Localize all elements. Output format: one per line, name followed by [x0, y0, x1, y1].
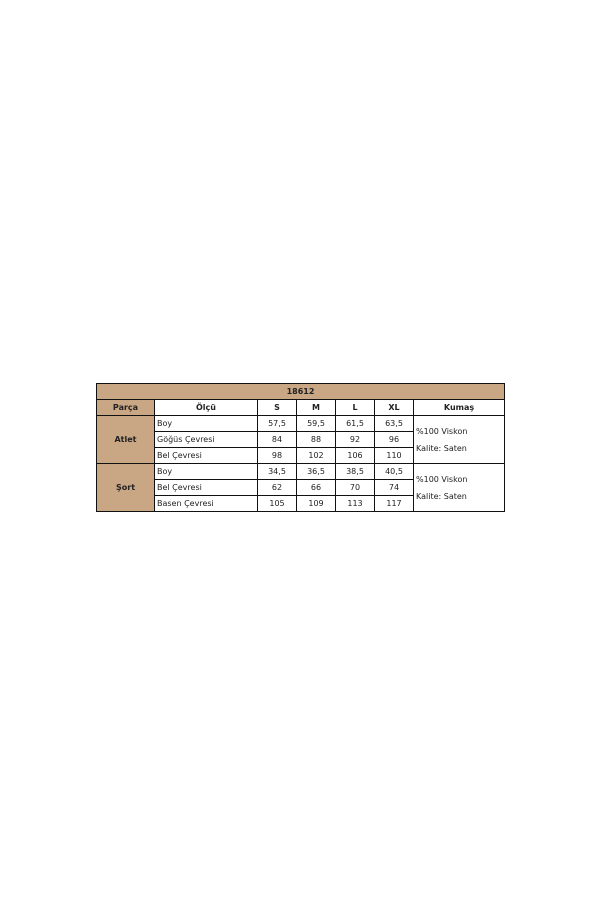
part-name: Şort [96, 463, 155, 512]
size-value: 40,5 [374, 463, 414, 480]
size-value: 96 [374, 431, 414, 448]
header-size-s: S [257, 399, 297, 416]
header-size-l: L [335, 399, 375, 416]
size-value: 110 [374, 447, 414, 464]
size-value: 70 [335, 479, 375, 496]
measure-label: Bel Çevresi [154, 479, 258, 496]
fabric-material: %100 Viskon [416, 426, 468, 436]
size-value: 34,5 [257, 463, 297, 480]
table-row: Şort Boy 34,5 36,5 38,5 40,5 %100 Viskon Kalite… [96, 463, 506, 512]
measure-label: Basen Çevresi [154, 495, 258, 512]
size-value: 92 [335, 431, 375, 448]
size-value: 88 [296, 431, 336, 448]
header-size-m: M [296, 399, 336, 416]
size-value: 38,5 [335, 463, 375, 480]
measure-label: Boy [154, 415, 258, 432]
table-row: Basen Çevresi 105 109 113 117 [97, 495, 505, 512]
size-value: 57,5 [257, 415, 297, 432]
measure-label: Boy [154, 463, 258, 480]
size-value: 62 [257, 479, 297, 496]
part-name: Atlet [96, 415, 155, 464]
size-value: 66 [296, 479, 336, 496]
size-value: 102 [296, 447, 336, 464]
header-size-xl: XL [374, 399, 414, 416]
header-row: Parça Ölçü S M L XL Kumaş [96, 399, 506, 416]
title-row: 18612 [95, 383, 506, 400]
size-value: 106 [335, 447, 375, 464]
measure-label: Bel Çevresi [154, 447, 258, 464]
fabric-info: %100 Viskon Kalite: Saten [412, 463, 506, 512]
size-value: 59,5 [296, 415, 336, 432]
size-value: 61,5 [335, 415, 375, 432]
fabric-info: %100 Viskon Kalite: Saten [412, 415, 506, 464]
table-row: Atlet Boy 57,5 59,5 61,5 63,5 %100 Viskon Kalit… [96, 415, 506, 464]
size-value: 84 [257, 431, 297, 448]
size-value: 109 [296, 495, 336, 512]
header-part: Parça [96, 399, 155, 416]
size-value: 98 [257, 447, 297, 464]
header-fabric: Kumaş [412, 399, 506, 416]
header-measure: Ölçü [154, 399, 258, 416]
size-value: 117 [374, 495, 414, 512]
size-chart-table: 18612 Parça Ölçü S M L XL Kumaş Atlet Boy… [95, 383, 506, 512]
size-value: 105 [257, 495, 297, 512]
measure-label: Göğüs Çevresi [154, 431, 258, 448]
fabric-quality: Kalite: Saten [416, 491, 467, 501]
size-value: 36,5 [296, 463, 336, 480]
fabric-material: %100 Viskon [416, 474, 468, 484]
fabric-quality: Kalite: Saten [416, 443, 467, 453]
size-value: 74 [374, 479, 414, 496]
size-value: 113 [335, 495, 375, 512]
table-row: Göğüs Çevresi 84 88 92 96 [97, 431, 505, 448]
product-code: 18612 [95, 383, 506, 400]
size-value: 63,5 [374, 415, 414, 432]
